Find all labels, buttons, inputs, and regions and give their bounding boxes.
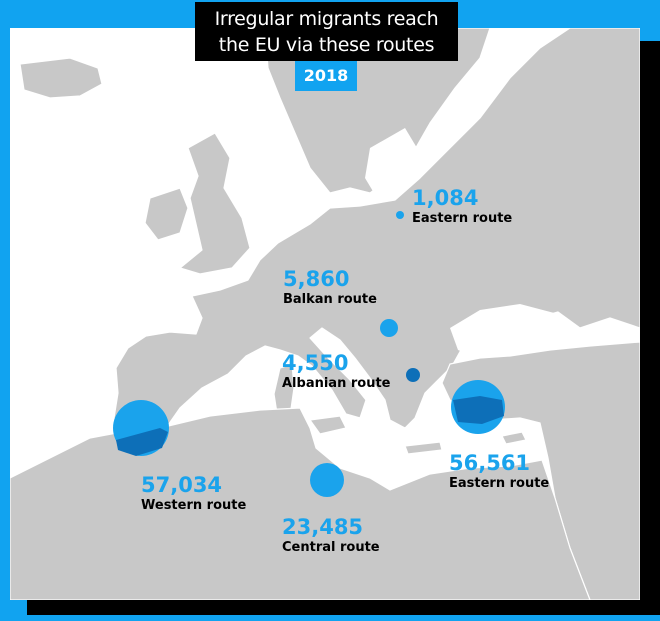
land-great-britain: [179, 132, 251, 275]
route-name: Western route: [141, 498, 247, 513]
route-label-albanian: 4,550 Albanian route: [282, 351, 391, 392]
land-crete: [404, 441, 443, 455]
route-label-western: 57,034 Western route: [141, 473, 246, 514]
route-value: 1,084: [412, 186, 479, 210]
land-cyprus: [501, 431, 527, 445]
route-bubbles: [113, 211, 505, 497]
route-label-central: 23,485 Central route: [282, 515, 380, 556]
route-value: 4,550: [282, 351, 349, 375]
land-sicily: [309, 415, 347, 435]
europe-map: [10, 28, 640, 600]
sea-baltic: [365, 128, 420, 203]
route-value: 5,860: [283, 267, 350, 291]
route-value: 57,034: [141, 473, 223, 497]
route-label-eastern-north: 1,084 Eastern route: [412, 186, 512, 227]
route-value: 56,561: [449, 451, 531, 475]
year-badge: 2018: [295, 61, 357, 91]
bubble-western-overlap: [116, 428, 168, 456]
bubble-eastern-med-overlap: [453, 396, 504, 424]
title-line-2: the EU via these routes: [218, 34, 435, 56]
sea-black: [450, 304, 570, 358]
title-line-1: Irregular migrants reach: [214, 8, 439, 30]
route-name: Albanian route: [282, 376, 391, 391]
route-value: 23,485: [282, 515, 364, 539]
route-name: Eastern route: [412, 211, 513, 226]
route-label-eastern-med: 56,561 Eastern route: [449, 451, 549, 492]
bubble-eastern-north: [396, 211, 404, 219]
bubble-albanian: [406, 368, 420, 382]
title-box: Irregular migrants reach the EU via thes…: [195, 2, 458, 61]
bubble-central: [310, 463, 344, 497]
land-iceland: [19, 57, 103, 99]
land-mainland-europe: [113, 28, 640, 441]
land-ireland: [144, 187, 189, 241]
route-label-balkan: 5,860 Balkan route: [283, 267, 377, 308]
route-name: Eastern route: [449, 476, 550, 491]
route-name: Balkan route: [283, 292, 377, 307]
bubble-balkan: [380, 319, 398, 337]
route-name: Central route: [282, 540, 380, 555]
map-panel: 1,084 Eastern route 5,860 Balkan route 4…: [10, 28, 640, 600]
